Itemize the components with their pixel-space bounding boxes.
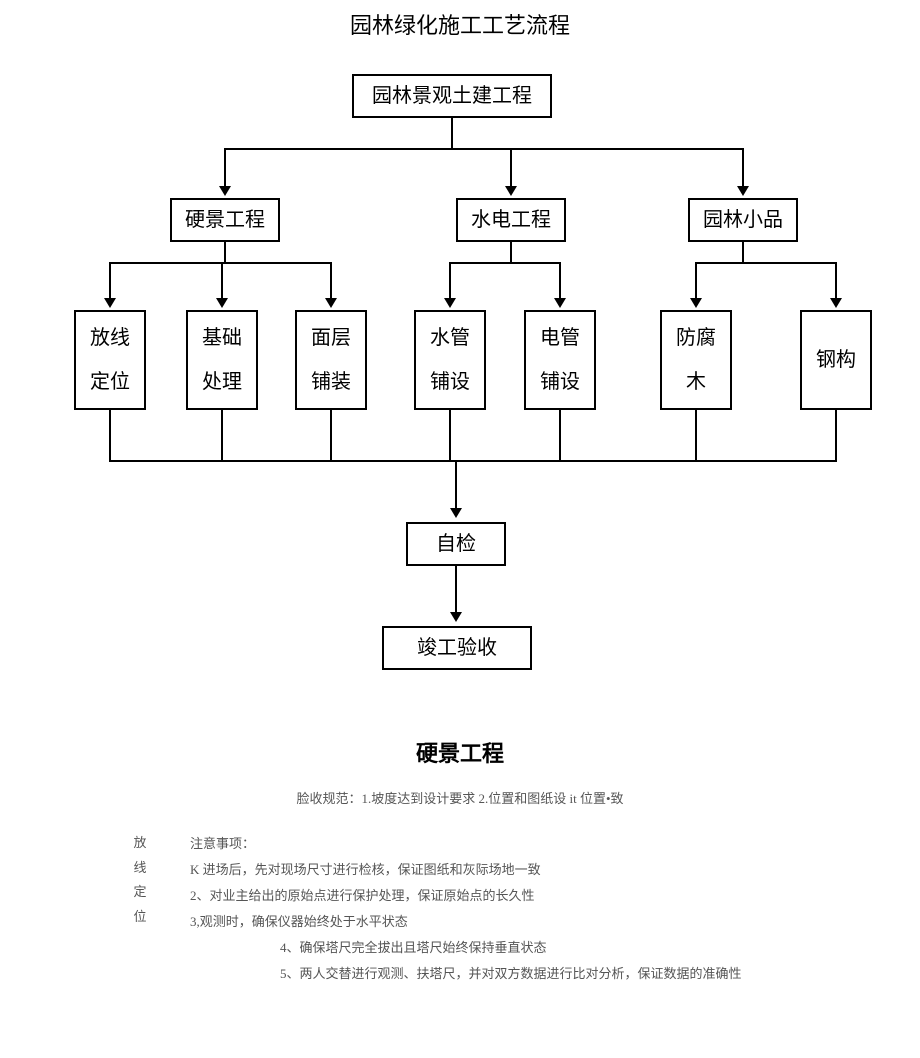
note-item: K 进场后，先对现场尺寸进行检核，保证图纸和灰际场地一致: [190, 857, 880, 883]
node-n5: 电管 铺设: [524, 310, 596, 410]
node-n6: 防腐 木: [660, 310, 732, 410]
notes-body: 注意事项： K 进场后，先对现场尺寸进行检核，保证图纸和灰际场地一致 2、对业主…: [190, 831, 880, 987]
node-n3: 面层 铺装: [295, 310, 367, 410]
node-n1: 放线 定位: [74, 310, 146, 410]
note-item: 4、确保塔尺完全拔出且塔尺始终保持垂直状态: [190, 935, 880, 961]
notes-area: 放线定位 注意事项： K 进场后，先对现场尺寸进行检核，保证图纸和灰际场地一致 …: [0, 831, 920, 987]
note-item: 5、两人交替进行观测、扶塔尺，并对双方数据进行比对分析，保证数据的准确性: [190, 961, 880, 987]
node-accept: 竣工验收: [382, 626, 532, 670]
spec-line: 脸收规范：1.坡度达到设计要求 2.位置和图纸设 it 位置•致: [0, 788, 920, 807]
node-garden: 园林小品: [688, 198, 798, 242]
section-title: 硬景工程: [0, 736, 920, 768]
node-n2: 基础 处理: [186, 310, 258, 410]
page-title: 园林绿化施工工艺流程: [0, 0, 920, 46]
note-item: 2、对业主给出的原始点进行保护处理，保证原始点的长久性: [190, 883, 880, 909]
node-water: 水电工程: [456, 198, 566, 242]
notes-heading: 注意事项：: [190, 831, 880, 857]
node-hard: 硬景工程: [170, 198, 280, 242]
node-check: 自检: [406, 522, 506, 566]
node-n4: 水管 铺设: [414, 310, 486, 410]
flowchart: 园林景观土建工程 硬景工程 水电工程 园林小品 放线 定位 基础 处理 面层 铺…: [0, 46, 920, 696]
notes-label: 放线定位: [130, 831, 150, 987]
node-root: 园林景观土建工程: [352, 74, 552, 118]
note-item: 3,观测时，确保仪器始终处于水平状态: [190, 909, 880, 935]
node-n7: 钢构: [800, 310, 872, 410]
